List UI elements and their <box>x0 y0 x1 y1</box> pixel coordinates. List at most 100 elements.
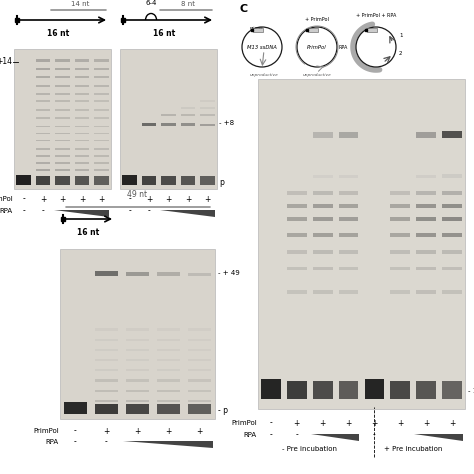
Text: +: + <box>397 419 403 428</box>
Bar <box>74 162 89 164</box>
Text: 8 nt: 8 nt <box>181 1 195 7</box>
Bar <box>122 175 137 185</box>
Text: +: + <box>293 419 300 428</box>
Bar <box>188 328 211 330</box>
Bar <box>416 132 436 138</box>
Text: RPA: RPA <box>244 432 257 438</box>
Bar <box>200 100 215 102</box>
Bar <box>181 124 195 126</box>
Bar <box>36 76 50 78</box>
Text: +: + <box>40 194 46 203</box>
Bar <box>442 233 462 237</box>
Text: +: + <box>103 427 109 436</box>
Bar <box>391 290 410 293</box>
Text: +: + <box>59 194 66 203</box>
Bar <box>55 148 70 150</box>
Bar <box>55 93 70 95</box>
Bar <box>74 109 89 110</box>
Bar <box>442 250 462 254</box>
Bar <box>74 68 89 70</box>
Bar <box>339 250 358 254</box>
Bar <box>126 338 149 341</box>
Bar <box>391 267 410 270</box>
Text: - p: - p <box>218 406 228 415</box>
Bar <box>287 381 307 399</box>
Text: -: - <box>128 194 131 203</box>
Bar <box>55 139 70 141</box>
Bar <box>442 174 462 178</box>
Text: 16 nt: 16 nt <box>77 228 99 237</box>
Bar <box>36 155 50 157</box>
Bar <box>94 169 109 171</box>
Text: - 1: - 1 <box>468 388 474 394</box>
Bar <box>55 133 70 135</box>
Bar <box>188 404 211 414</box>
Bar <box>74 93 89 95</box>
Text: +14: +14 <box>0 57 12 66</box>
Bar <box>161 176 176 185</box>
Bar <box>442 290 462 293</box>
Text: -: - <box>74 427 77 436</box>
Bar <box>55 169 70 171</box>
Text: +: + <box>98 194 104 203</box>
Bar <box>416 191 436 194</box>
Bar <box>126 328 149 330</box>
Bar <box>157 349 180 351</box>
Bar <box>126 349 149 351</box>
Text: -: - <box>148 207 150 216</box>
Bar <box>55 126 70 128</box>
Bar <box>55 117 70 119</box>
Bar <box>161 114 176 116</box>
Bar <box>339 175 358 178</box>
Text: +: + <box>319 419 326 428</box>
Bar <box>287 233 307 237</box>
Bar <box>157 359 180 361</box>
Bar <box>142 123 156 126</box>
Bar <box>94 100 109 102</box>
Text: PrimPol: PrimPol <box>307 45 327 49</box>
Bar <box>94 76 109 78</box>
Bar <box>157 379 180 382</box>
Bar <box>339 191 358 194</box>
Bar <box>64 402 87 414</box>
Bar <box>36 133 50 135</box>
Text: - + 49: - + 49 <box>218 270 240 276</box>
Bar <box>313 233 333 237</box>
Text: +: + <box>371 419 378 428</box>
Bar <box>14 49 111 189</box>
Bar <box>95 400 118 402</box>
Bar <box>442 131 462 138</box>
Bar <box>74 133 89 135</box>
Bar <box>95 390 118 392</box>
Bar <box>258 79 465 409</box>
Bar <box>188 359 211 361</box>
Bar <box>287 191 307 194</box>
Bar <box>200 176 215 185</box>
Text: 6-4: 6-4 <box>146 0 157 6</box>
Bar <box>95 369 118 372</box>
Bar <box>36 169 50 171</box>
Text: 2: 2 <box>399 51 402 56</box>
Bar <box>95 349 118 351</box>
Bar <box>36 100 50 102</box>
Polygon shape <box>414 434 463 441</box>
Bar <box>55 68 70 70</box>
Bar <box>188 400 211 402</box>
Text: +: + <box>423 419 429 428</box>
Bar <box>287 267 307 270</box>
Bar <box>94 133 109 135</box>
Text: +: + <box>146 194 152 203</box>
Bar <box>339 204 358 208</box>
Bar <box>181 108 195 109</box>
Bar <box>126 369 149 372</box>
Bar <box>157 338 180 341</box>
Bar <box>157 328 180 330</box>
Bar <box>188 369 211 372</box>
Bar <box>74 126 89 128</box>
Bar <box>74 76 89 78</box>
Bar <box>308 28 318 32</box>
Bar <box>200 124 215 126</box>
Bar <box>391 250 410 254</box>
Bar <box>416 204 436 208</box>
Bar <box>313 217 333 221</box>
